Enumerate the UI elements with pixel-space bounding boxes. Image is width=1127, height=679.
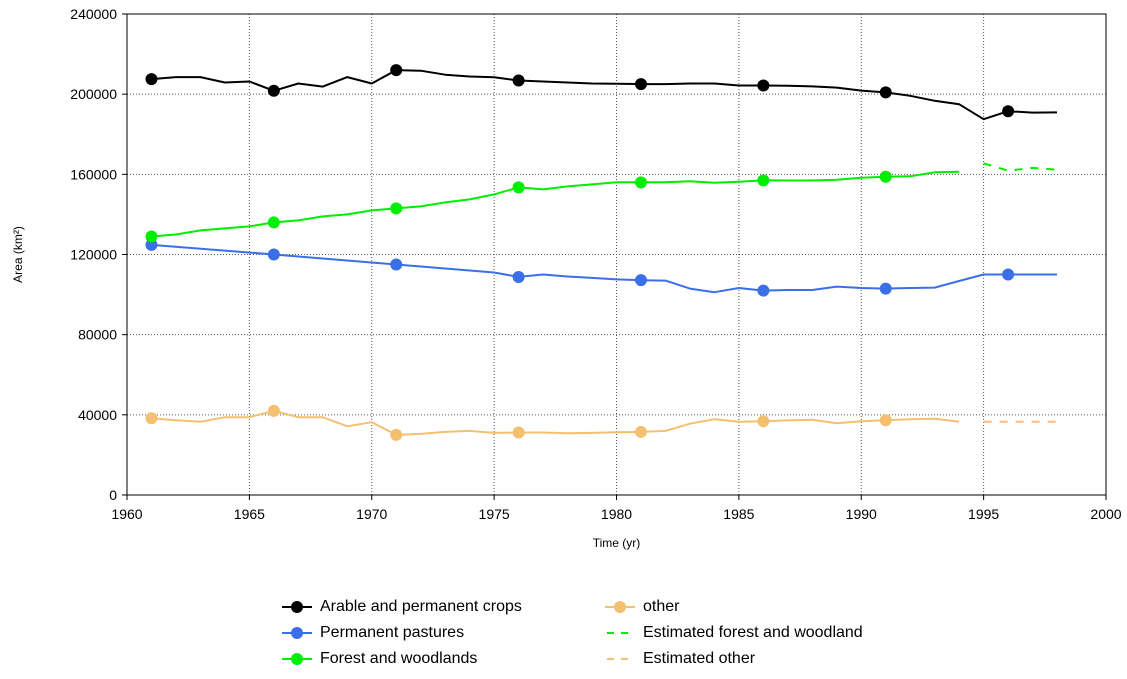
grid xyxy=(127,14,1106,495)
series-1-point xyxy=(1002,268,1015,281)
series-1-point xyxy=(390,258,403,271)
x-tick-label: 1975 xyxy=(479,506,510,522)
x-tick-label: 1980 xyxy=(601,506,632,522)
series-1-point xyxy=(634,274,647,287)
legend-item-pastures: Permanent pastures xyxy=(282,624,464,642)
x-tick-label: 2000 xyxy=(1090,506,1121,522)
series-0-point xyxy=(267,84,280,97)
series-2-point xyxy=(390,202,403,215)
x-axis-ticks: 1960 1965 1970 1975 1980 1985 1990 1995 2000 xyxy=(111,495,1122,522)
series-0-point xyxy=(1002,105,1015,118)
legend-marker-arable xyxy=(282,601,312,613)
x-tick-label: 1970 xyxy=(356,506,387,522)
series-0-point xyxy=(634,78,647,91)
y-tick-label: 40000 xyxy=(78,407,117,423)
series-1-point xyxy=(757,284,770,297)
legend-item-estimated-forest: Estimated forest and woodland xyxy=(605,624,863,642)
series-1-point xyxy=(267,248,280,261)
y-axis-label: Area (km²) xyxy=(11,226,25,283)
series-3-point xyxy=(267,404,280,417)
legend-item-arable: Arable and permanent crops xyxy=(282,598,522,616)
legend-label-arable: Arable and permanent crops xyxy=(320,598,522,615)
series-3-point xyxy=(390,428,403,441)
series-0-point xyxy=(390,64,403,77)
legend-label-other: other xyxy=(643,598,680,615)
y-tick-label: 80000 xyxy=(78,327,117,343)
series-3-point xyxy=(634,425,647,438)
legend-label-pastures: Permanent pastures xyxy=(320,624,465,641)
y-tick-label: 200000 xyxy=(70,86,117,102)
series-0-point xyxy=(512,74,525,87)
y-tick-label: 160000 xyxy=(70,166,117,182)
legend-marker-pastures xyxy=(282,627,312,639)
series-1-point xyxy=(145,238,158,251)
x-axis-label: Time (yr) xyxy=(593,536,641,550)
x-tick-label: 1960 xyxy=(111,506,142,522)
series-2-point xyxy=(757,174,770,187)
legend-marker-forest xyxy=(282,653,312,665)
series-2-point xyxy=(145,230,158,243)
series-2-point xyxy=(634,176,647,189)
legend-marker-estimated-other xyxy=(607,658,635,660)
series-0-point xyxy=(879,86,892,99)
series-1-point xyxy=(512,270,525,283)
legend-label-estimated-other: Estimated other xyxy=(643,650,756,667)
y-tick-label: 0 xyxy=(109,487,117,503)
series-1-point xyxy=(879,282,892,295)
x-tick-label: 1965 xyxy=(234,506,265,522)
series-2-point xyxy=(267,216,280,229)
y-tick-label: 240000 xyxy=(70,6,117,22)
legend-item-forest: Forest and woodlands xyxy=(282,650,477,668)
legend-marker-other xyxy=(605,601,635,613)
legend-item-estimated-other: Estimated other xyxy=(605,650,755,668)
legend-item-other: other xyxy=(605,598,679,616)
x-tick-label: 1995 xyxy=(968,506,999,522)
y-axis-ticks: 0 40000 80000 120000 160000 200000 240000 xyxy=(70,6,127,503)
series-line-3 xyxy=(151,409,960,436)
series-line-2 xyxy=(151,170,960,238)
legend: Arable and permanent crops Permanent pas… xyxy=(282,598,982,678)
series-3-point xyxy=(879,414,892,427)
series-line-0 xyxy=(151,69,1058,121)
series-0-point xyxy=(145,73,158,86)
legend-label-estimated-forest: Estimated forest and woodland xyxy=(643,624,863,641)
y-tick-label: 120000 xyxy=(70,247,117,263)
series-layer xyxy=(145,64,1058,441)
series-line-4 xyxy=(983,162,1058,172)
series-2-point xyxy=(512,181,525,194)
x-tick-label: 1985 xyxy=(723,506,754,522)
series-3-point xyxy=(512,426,525,439)
series-2-point xyxy=(879,170,892,183)
series-0-point xyxy=(757,79,770,92)
series-3-point xyxy=(757,415,770,428)
legend-label-forest: Forest and woodlands xyxy=(320,650,478,667)
series-line-1 xyxy=(151,243,1057,294)
legend-marker-estimated-forest xyxy=(607,632,635,634)
x-tick-label: 1990 xyxy=(846,506,877,522)
series-3-point xyxy=(145,412,158,425)
